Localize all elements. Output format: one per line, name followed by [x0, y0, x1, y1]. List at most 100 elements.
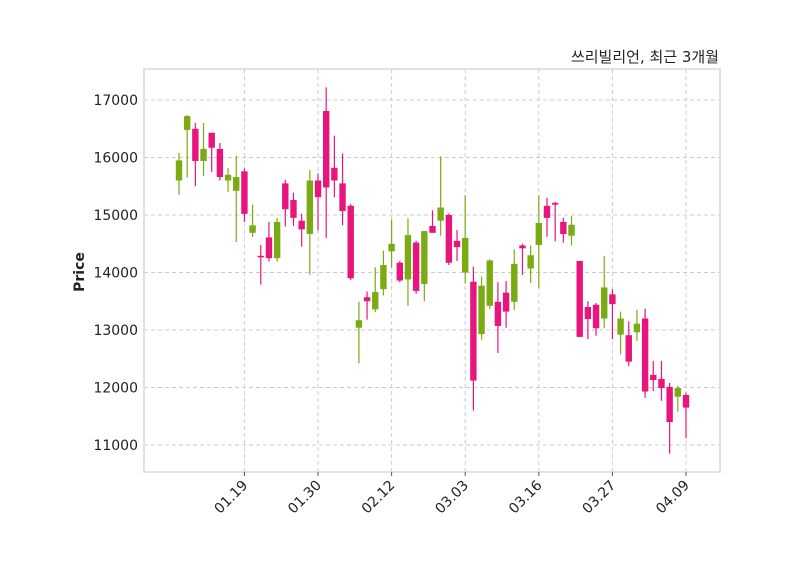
x-tick-label: 01.30 — [285, 478, 325, 518]
candle — [322, 87, 330, 238]
candle-body — [502, 292, 510, 312]
candle-body — [257, 255, 264, 258]
candle-body — [568, 224, 575, 236]
candle-body — [298, 220, 305, 230]
candle — [625, 321, 632, 367]
candle — [535, 195, 543, 289]
candle-body — [347, 205, 354, 279]
candle — [592, 302, 600, 336]
candle — [674, 385, 682, 412]
candle — [290, 192, 297, 226]
x-tick-label: 02.12 — [359, 478, 399, 518]
candle-body — [666, 386, 673, 422]
candle — [601, 255, 608, 329]
y-tick-label: 14000 — [93, 266, 138, 282]
candle — [363, 291, 371, 320]
candle — [306, 170, 314, 275]
candle-body — [617, 318, 624, 335]
candle — [372, 267, 379, 313]
candle-body — [625, 335, 632, 362]
candle-body — [339, 183, 346, 211]
candle — [478, 276, 485, 340]
candle-body — [380, 265, 387, 290]
candle-body — [437, 207, 444, 221]
y-axis-label: Price — [72, 252, 88, 292]
candle-body — [412, 242, 420, 291]
candle-body — [494, 301, 502, 326]
candle — [633, 309, 641, 341]
candle — [347, 204, 354, 280]
candle — [576, 261, 583, 337]
x-tick-label: 01.19 — [212, 478, 252, 518]
candle — [543, 197, 551, 237]
candle — [216, 143, 224, 181]
candle — [380, 250, 387, 296]
candle — [175, 152, 183, 195]
candle — [502, 281, 510, 328]
candle-body — [682, 394, 690, 408]
candle — [200, 123, 207, 176]
candle — [388, 219, 395, 268]
x-tick-label: 04.09 — [653, 478, 693, 518]
candle — [641, 308, 649, 398]
candle-body — [183, 116, 191, 130]
chart-title: 쓰리빌리언, 최근 3개월 — [571, 48, 719, 66]
candle — [183, 114, 191, 178]
candle-body — [396, 262, 403, 281]
candle-body — [551, 202, 559, 205]
candle — [224, 167, 232, 192]
candle-body — [535, 223, 543, 245]
candle — [682, 392, 690, 439]
candle-body — [478, 285, 485, 335]
candle-body — [674, 388, 682, 397]
candle-body — [265, 237, 273, 259]
candle — [404, 218, 412, 306]
y-tick-label: 16000 — [93, 151, 138, 167]
candle — [429, 210, 436, 233]
candle-body — [462, 238, 469, 273]
candle — [273, 217, 281, 262]
candle-body — [273, 221, 281, 259]
candle-body — [445, 215, 453, 263]
candle — [584, 301, 592, 340]
candle-body — [216, 148, 224, 178]
candle-body — [208, 132, 215, 148]
candle-body — [355, 320, 363, 328]
candle-body — [453, 240, 461, 248]
candle — [421, 231, 428, 302]
x-tick-label: 03.16 — [506, 477, 546, 517]
candle-body — [233, 177, 240, 191]
candle-body — [249, 225, 256, 233]
candle — [650, 361, 657, 391]
candle — [486, 259, 493, 309]
candle-body — [592, 304, 600, 329]
candle-body — [372, 292, 379, 310]
candle — [412, 240, 420, 294]
x-tick-label: 03.27 — [580, 478, 620, 518]
candle-body — [576, 261, 583, 337]
y-tick-label: 17000 — [93, 93, 138, 109]
candle-body — [363, 297, 371, 302]
candle-body — [241, 171, 248, 214]
candle-body — [314, 180, 322, 198]
candle — [658, 361, 665, 401]
candle-body — [470, 281, 477, 381]
candle-body — [388, 243, 395, 252]
candle-body — [331, 167, 338, 181]
candle — [511, 249, 518, 310]
y-tick-label: 12000 — [93, 381, 138, 397]
candle — [314, 173, 322, 231]
candle — [339, 153, 346, 226]
y-tick-label: 15000 — [93, 208, 138, 224]
candle — [609, 289, 616, 340]
candle — [568, 216, 575, 246]
candle — [355, 301, 363, 364]
y-axis: 11000 12000 13000 14000 15000 16000 17000 — [93, 93, 138, 454]
candle — [560, 217, 567, 243]
candle-body — [486, 260, 493, 306]
candle-body — [290, 200, 297, 218]
candle-body — [404, 235, 412, 280]
candle-body — [429, 225, 436, 233]
candle-body — [543, 205, 551, 218]
